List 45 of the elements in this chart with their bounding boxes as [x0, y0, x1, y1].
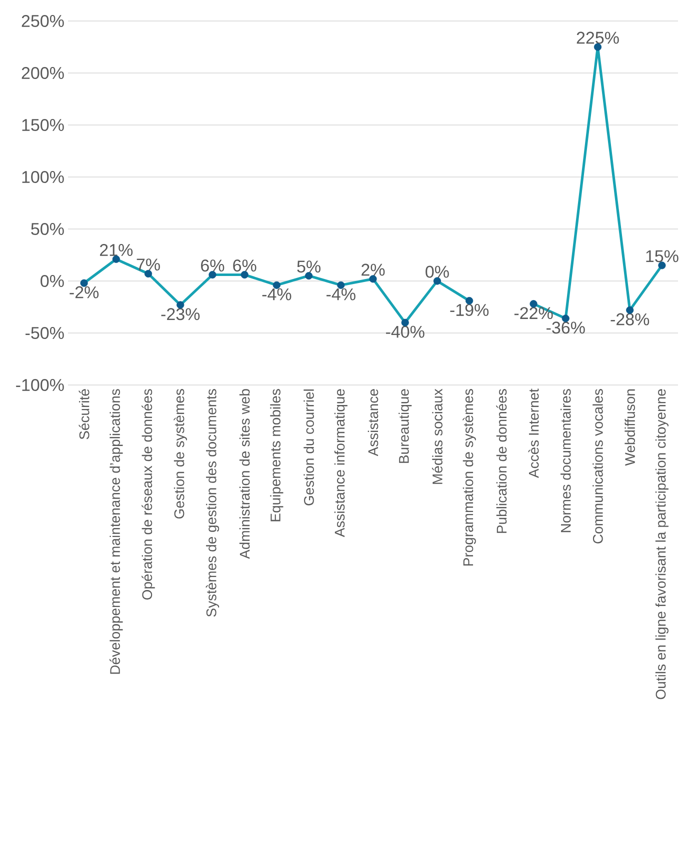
- x-tick-label: Equipements mobiles: [270, 389, 284, 522]
- data-label: 2%: [362, 264, 385, 276]
- y-tick-label: 100%: [22, 170, 64, 184]
- y-tick-label: -100%: [16, 378, 64, 392]
- x-tick-label: Outils en ligne favorisant la participation citoyenne: [655, 389, 668, 700]
- data-label: -40%: [386, 326, 424, 338]
- data-label: 15%: [646, 250, 678, 262]
- x-tick-label: Administration de sites web: [239, 389, 250, 559]
- x-tick-label: Médias sociaux: [432, 388, 442, 484]
- data-label: 225%: [576, 32, 619, 44]
- x-tick-label: Accès Internet: [528, 388, 539, 478]
- data-label: -36%: [546, 322, 585, 334]
- x-tick-label: Systèmes de gestion des documents: [206, 389, 220, 617]
- x-tick-label: Gestion de systèmes: [174, 389, 187, 519]
- data-label: -22%: [514, 307, 553, 320]
- y-tick-label: 250%: [22, 14, 64, 28]
- x-tick-label: Opération de réseaux de données: [142, 389, 155, 600]
- data-label: -23%: [161, 308, 200, 320]
- x-tick-label: Gestion du courriel: [304, 389, 314, 506]
- data-label: -4%: [262, 288, 292, 300]
- y-tick-label: -50%: [26, 326, 64, 340]
- x-tick-label: Webdiffuson: [624, 389, 635, 466]
- y-tick-label: 150%: [22, 118, 64, 132]
- x-tick-label: Sécurité: [78, 389, 90, 440]
- x-tick-label: Programmation de systèmes: [462, 389, 476, 566]
- data-label: 6%: [233, 260, 256, 272]
- y-tick-label: 0%: [40, 274, 64, 288]
- data-label: -28%: [610, 313, 650, 326]
- x-tick-label: Assistance informatique: [334, 389, 348, 538]
- data-label: 5%: [297, 260, 320, 273]
- data-label: 0%: [426, 266, 449, 278]
- data-label: 7%: [136, 258, 160, 271]
- x-tick-label: Publication de données: [496, 389, 507, 533]
- data-label: -2%: [70, 286, 99, 298]
- y-tick-label: 200%: [22, 66, 64, 80]
- x-tick-label: Normes documentaires: [560, 389, 571, 532]
- x-tick-label: Assistance: [368, 389, 378, 456]
- y-tick-label: 50%: [31, 222, 64, 236]
- x-tick-label: Bureautique: [398, 389, 412, 463]
- x-tick-label: Communications vocales: [592, 389, 603, 544]
- data-label: 6%: [201, 260, 224, 272]
- data-label: -19%: [450, 304, 489, 316]
- data-label: 21%: [100, 244, 133, 256]
- data-label: -4%: [326, 288, 356, 300]
- x-tick-label: Développement et maintenance d’applications: [110, 389, 123, 674]
